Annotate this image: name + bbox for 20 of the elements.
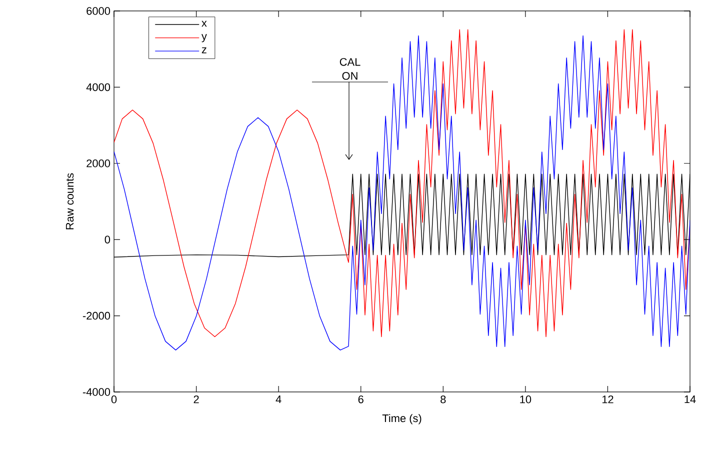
x-axis-title: Time (s) [382, 414, 422, 424]
legend-label: y [201, 34, 207, 42]
y-tick-label: 6000 [86, 7, 110, 15]
x-tick-label: 0 [111, 396, 117, 404]
x-tick-label: 6 [358, 396, 364, 404]
annotation: CAL ON [340, 58, 360, 80]
y-tick-label: -2000 [82, 312, 110, 320]
legend-label: z [202, 47, 206, 54]
y-tick-label: -4000 [82, 388, 110, 396]
x-tick-label: 8 [440, 396, 446, 404]
x-tick-label: 10 [520, 396, 532, 404]
x-tick-label: 14 [684, 396, 696, 404]
y-tick-label: 0 [104, 236, 110, 244]
x-tick-label: 4 [276, 396, 282, 404]
x-tick-label: 12 [602, 396, 614, 404]
legend-label: x [202, 20, 207, 27]
y-tick-label: 4000 [86, 83, 110, 92]
y-axis-title: Raw counts [66, 173, 74, 230]
x-tick-label: 2 [194, 396, 199, 404]
y-tick-label: 2000 [86, 160, 110, 168]
